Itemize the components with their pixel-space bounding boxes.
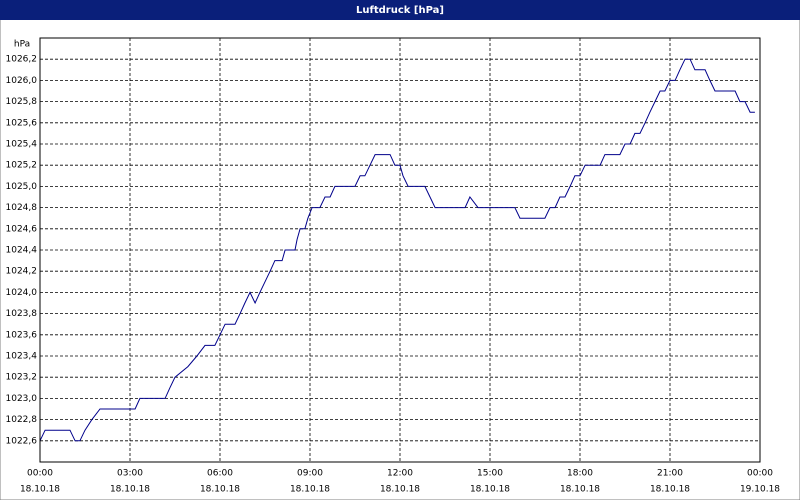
chart-title: Luftdruck [hPa] bbox=[356, 5, 444, 16]
y-tick-label: 1024,2 bbox=[6, 267, 38, 277]
x-tick-date: 18.10.18 bbox=[110, 485, 150, 495]
x-tick-label: 12:00 bbox=[387, 469, 413, 479]
y-tick-label: 1023,8 bbox=[6, 309, 38, 319]
x-tick-label: 18:00 bbox=[567, 469, 593, 479]
x-tick-label: 00:00 bbox=[27, 469, 53, 479]
y-tick-label: 1023,6 bbox=[6, 330, 38, 340]
title-bar bbox=[0, 0, 800, 20]
y-tick-label: 1024,8 bbox=[6, 203, 38, 213]
y-tick-label: 1024,0 bbox=[6, 288, 38, 298]
y-tick-label: 1024,6 bbox=[6, 224, 38, 234]
y-tick-label: 1025,2 bbox=[6, 161, 38, 171]
y-tick-label: 1023,0 bbox=[6, 394, 38, 404]
x-tick-label: 06:00 bbox=[207, 469, 233, 479]
x-tick-date: 18.10.18 bbox=[560, 485, 600, 495]
y-tick-label: 1024,4 bbox=[6, 246, 38, 256]
y-tick-label: 1023,2 bbox=[6, 373, 38, 383]
y-tick-label: 1022,6 bbox=[6, 436, 38, 446]
y-tick-label: 1025,0 bbox=[6, 182, 38, 192]
y-tick-label: 1022,8 bbox=[6, 415, 38, 425]
y-tick-label: 1026,2 bbox=[6, 55, 38, 65]
x-tick-label: 03:00 bbox=[117, 469, 143, 479]
pressure-line bbox=[39, 58, 755, 442]
y-tick-label: 1025,6 bbox=[6, 118, 38, 128]
x-tick-label: 21:00 bbox=[657, 469, 683, 479]
plot-border bbox=[39, 37, 761, 463]
x-tick-label: 09:00 bbox=[297, 469, 323, 479]
x-tick-label: 15:00 bbox=[477, 469, 503, 479]
x-tick-date: 18.10.18 bbox=[290, 485, 330, 495]
y-tick-label: 1026,0 bbox=[6, 76, 38, 86]
y-tick-label: 1025,4 bbox=[6, 140, 38, 150]
x-tick-date: 19.10.18 bbox=[740, 485, 780, 495]
x-tick-date: 18.10.18 bbox=[20, 485, 60, 495]
x-tick-label: 00:00 bbox=[747, 469, 773, 479]
y-unit: hPa bbox=[14, 40, 30, 50]
y-tick-label: 1025,8 bbox=[6, 97, 38, 107]
x-tick-date: 18.10.18 bbox=[380, 485, 420, 495]
x-tick-date: 18.10.18 bbox=[470, 485, 510, 495]
x-tick-date: 18.10.18 bbox=[200, 485, 240, 495]
y-tick-label: 1023,4 bbox=[6, 352, 38, 362]
x-tick-date: 18.10.18 bbox=[650, 485, 690, 495]
